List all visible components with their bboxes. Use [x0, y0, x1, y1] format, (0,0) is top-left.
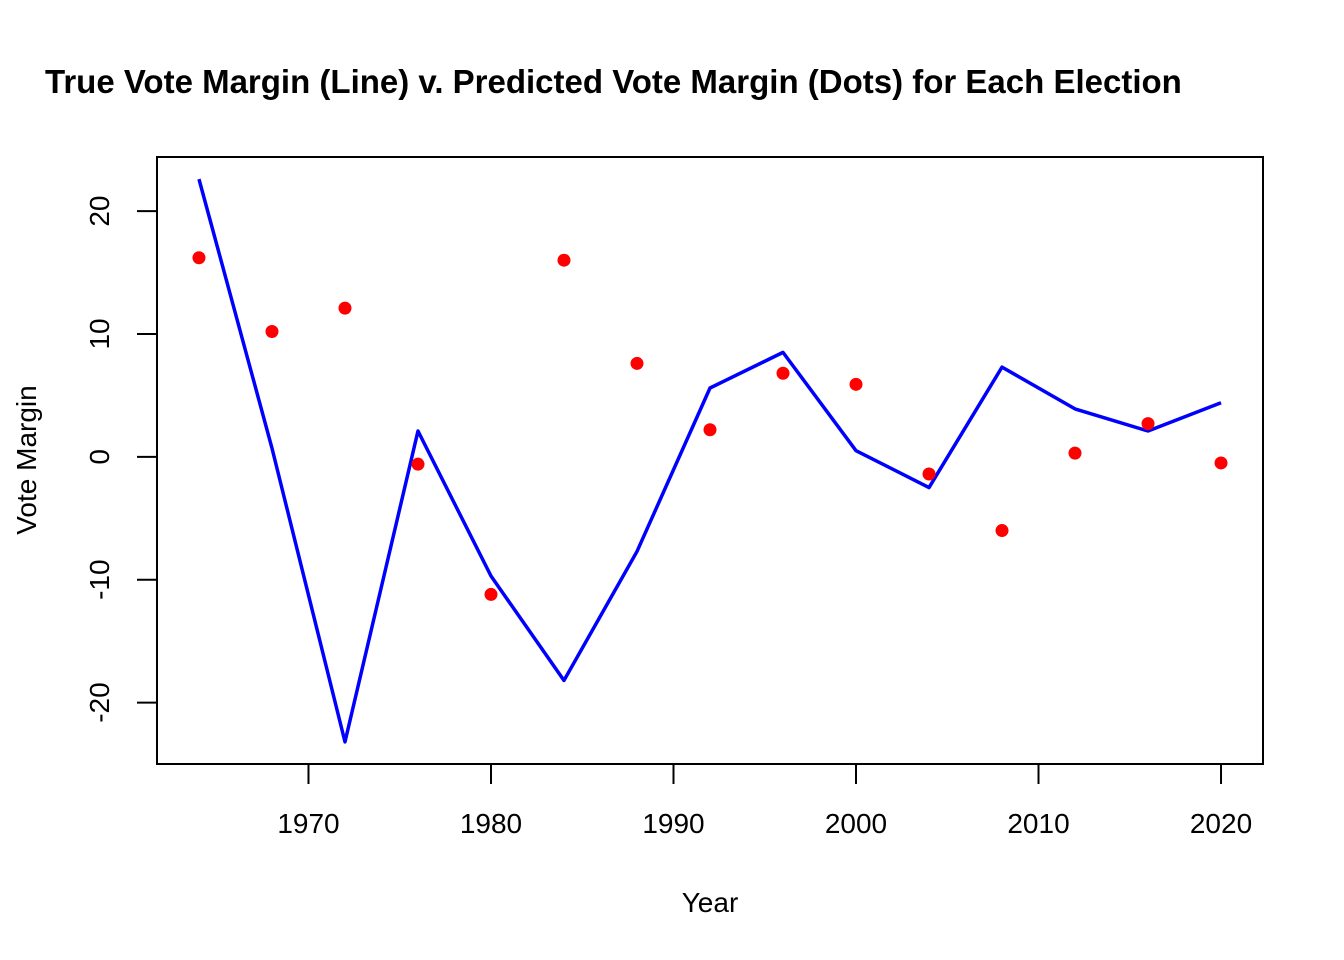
predicted-margin-point [338, 301, 352, 315]
predicted-margin-point [411, 457, 425, 471]
y-tick-label: -20 [84, 682, 115, 722]
predicted-margin-point [995, 524, 1009, 538]
predicted-margin-point [849, 377, 863, 391]
x-tick-label: 2000 [825, 808, 887, 839]
predicted-margin-point [703, 423, 717, 437]
y-axis: -20 -10 0 10 20 [84, 195, 158, 723]
series-layer [192, 178, 1228, 744]
predicted-margin-point [1214, 456, 1228, 470]
x-axis: 1970 1980 1990 2000 2010 2020 [277, 763, 1252, 839]
predicted-margin-point [630, 356, 644, 370]
y-tick-label: -10 [84, 559, 115, 599]
x-axis-label: Year [682, 887, 739, 918]
x-tick-label: 1990 [642, 808, 704, 839]
x-tick-label: 2010 [1007, 808, 1069, 839]
predicted-margin-point [557, 253, 571, 267]
y-tick-label: 10 [84, 318, 115, 349]
predicted-margin-point [922, 467, 936, 481]
predicted-margin-point [1141, 417, 1155, 431]
plot-frame [156, 156, 1264, 765]
x-tick-label: 2020 [1190, 808, 1252, 839]
y-tick-label: 20 [84, 195, 115, 226]
predicted-margin-point [265, 324, 279, 338]
x-tick-label: 1970 [277, 808, 339, 839]
y-axis-label: Vote Margin [11, 385, 42, 534]
predicted-margin-point [776, 366, 790, 380]
predicted-margin-point [1068, 446, 1082, 460]
true-margin-line [197, 178, 1222, 744]
x-tick-label: 1980 [460, 808, 522, 839]
predicted-margin-point [192, 251, 206, 265]
predicted-margin-point [484, 587, 498, 601]
chart-title: True Vote Margin (Line) v. Predicted Vot… [45, 63, 1182, 100]
y-tick-label: 0 [84, 449, 115, 465]
